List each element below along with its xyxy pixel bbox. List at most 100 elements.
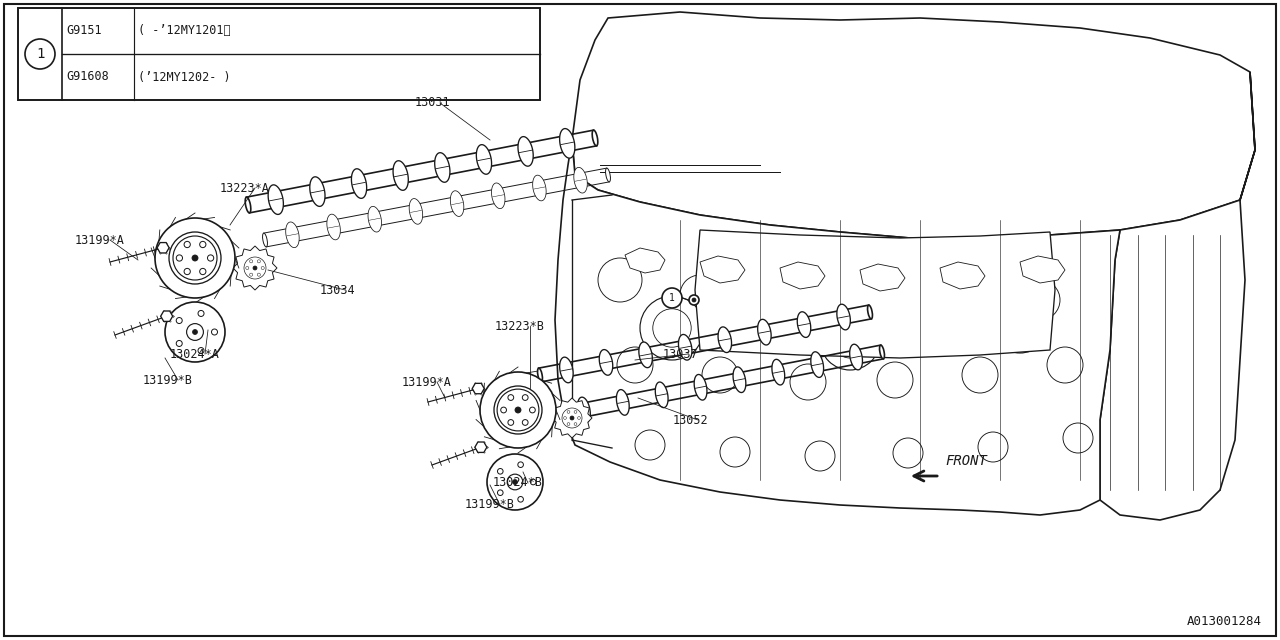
Circle shape — [877, 362, 913, 398]
Polygon shape — [552, 398, 591, 438]
Text: FRONT: FRONT — [945, 454, 987, 468]
Polygon shape — [780, 262, 826, 289]
Circle shape — [1062, 423, 1093, 453]
Circle shape — [177, 255, 183, 261]
Circle shape — [486, 454, 543, 510]
Ellipse shape — [246, 197, 251, 213]
Circle shape — [640, 296, 704, 360]
Circle shape — [498, 468, 503, 474]
Polygon shape — [617, 390, 630, 415]
Polygon shape — [700, 256, 745, 283]
Polygon shape — [472, 383, 484, 394]
Circle shape — [701, 357, 739, 393]
Polygon shape — [352, 169, 366, 198]
Circle shape — [832, 322, 868, 358]
Polygon shape — [393, 161, 408, 190]
Polygon shape — [733, 367, 746, 392]
Polygon shape — [718, 327, 732, 353]
Circle shape — [1020, 280, 1060, 320]
Circle shape — [207, 255, 214, 261]
Circle shape — [498, 490, 503, 495]
Circle shape — [26, 39, 55, 69]
Circle shape — [508, 420, 513, 426]
Circle shape — [563, 417, 566, 419]
Text: A013001284: A013001284 — [1187, 615, 1262, 628]
Circle shape — [567, 410, 570, 413]
Polygon shape — [772, 359, 785, 385]
Circle shape — [494, 386, 541, 434]
Circle shape — [518, 497, 524, 502]
Circle shape — [169, 232, 221, 284]
Circle shape — [933, 286, 977, 330]
Polygon shape — [310, 177, 325, 206]
Circle shape — [508, 395, 513, 401]
Circle shape — [198, 310, 204, 316]
Text: 13199*A: 13199*A — [402, 376, 452, 388]
Polygon shape — [850, 344, 863, 370]
Circle shape — [257, 273, 260, 276]
Circle shape — [692, 298, 696, 302]
Circle shape — [992, 297, 1048, 353]
Circle shape — [635, 430, 666, 460]
Circle shape — [680, 275, 719, 315]
Circle shape — [790, 364, 826, 400]
Ellipse shape — [262, 233, 268, 247]
Circle shape — [497, 389, 539, 431]
Circle shape — [192, 330, 197, 335]
Polygon shape — [326, 214, 340, 240]
Polygon shape — [625, 248, 666, 273]
Text: 13052: 13052 — [673, 413, 709, 426]
Polygon shape — [435, 153, 451, 182]
Circle shape — [518, 462, 524, 467]
Ellipse shape — [879, 345, 884, 359]
Circle shape — [978, 432, 1009, 462]
Circle shape — [570, 416, 573, 420]
Circle shape — [1004, 308, 1037, 342]
Circle shape — [763, 283, 806, 327]
Circle shape — [805, 441, 835, 471]
Circle shape — [617, 347, 653, 383]
Circle shape — [820, 310, 881, 370]
Polygon shape — [1020, 256, 1065, 283]
Text: 13031: 13031 — [415, 97, 451, 109]
Circle shape — [250, 273, 252, 276]
Circle shape — [522, 420, 529, 426]
Circle shape — [575, 422, 577, 426]
Circle shape — [250, 260, 252, 263]
Circle shape — [192, 255, 198, 261]
Text: 13199*A: 13199*A — [76, 234, 125, 246]
Polygon shape — [695, 230, 1055, 358]
Circle shape — [653, 309, 691, 347]
Circle shape — [575, 410, 577, 413]
Circle shape — [244, 257, 266, 279]
Ellipse shape — [556, 408, 561, 422]
Polygon shape — [573, 168, 588, 193]
Text: (’12MY1202- ): (’12MY1202- ) — [138, 70, 230, 83]
Circle shape — [507, 474, 522, 490]
Circle shape — [562, 408, 582, 428]
Circle shape — [963, 357, 998, 393]
Polygon shape — [1100, 72, 1254, 520]
Text: 13223*A: 13223*A — [220, 182, 270, 195]
Polygon shape — [161, 311, 173, 321]
Circle shape — [480, 372, 556, 448]
Circle shape — [515, 407, 521, 413]
Polygon shape — [476, 145, 492, 174]
Text: 13034: 13034 — [320, 284, 356, 296]
Circle shape — [662, 288, 682, 308]
Circle shape — [184, 268, 191, 275]
Text: 1: 1 — [669, 293, 675, 303]
Circle shape — [689, 295, 699, 305]
Circle shape — [893, 438, 923, 468]
Text: 13024*B: 13024*B — [493, 477, 543, 490]
Polygon shape — [860, 264, 905, 291]
Circle shape — [200, 241, 206, 248]
Polygon shape — [518, 136, 534, 166]
Circle shape — [719, 437, 750, 467]
Polygon shape — [655, 382, 668, 408]
Polygon shape — [559, 357, 573, 383]
Polygon shape — [233, 246, 276, 290]
Circle shape — [530, 407, 535, 413]
Polygon shape — [157, 243, 169, 253]
Text: 13223*B: 13223*B — [495, 319, 545, 333]
